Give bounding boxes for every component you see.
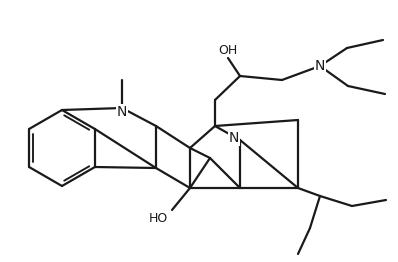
Text: N: N (315, 59, 325, 73)
Text: HO: HO (148, 211, 168, 225)
Text: OH: OH (219, 43, 238, 57)
Text: N: N (117, 105, 127, 119)
Text: N: N (229, 131, 239, 145)
Text: N: N (117, 105, 127, 119)
